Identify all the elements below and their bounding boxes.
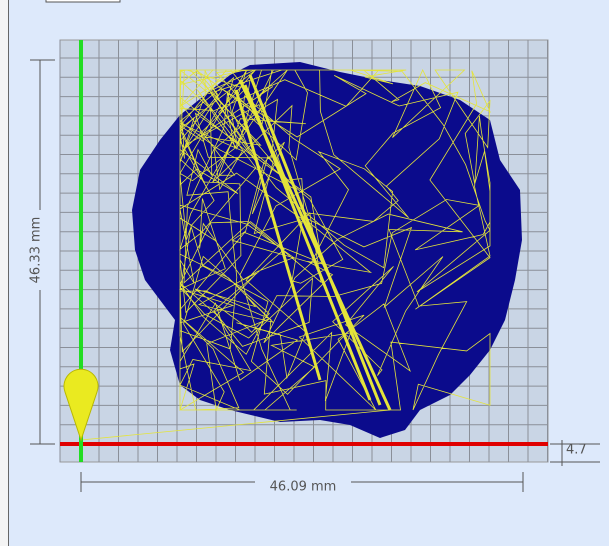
width-label: 46.09 mm (270, 480, 337, 495)
tool (63, 368, 99, 442)
label-bg (28, 210, 52, 290)
toolpath-line (80, 409, 391, 441)
material-region (132, 62, 522, 438)
label-bg (255, 477, 351, 497)
left-edge (0, 0, 8, 546)
depth-dimension (550, 440, 600, 466)
toolpath-line (234, 74, 392, 411)
height-label: 46.33 mm (29, 217, 44, 284)
toolpath (80, 69, 491, 441)
depth-label: 4.7 (566, 443, 587, 458)
top-tab (45, 0, 121, 3)
toolpath-line (178, 69, 491, 412)
